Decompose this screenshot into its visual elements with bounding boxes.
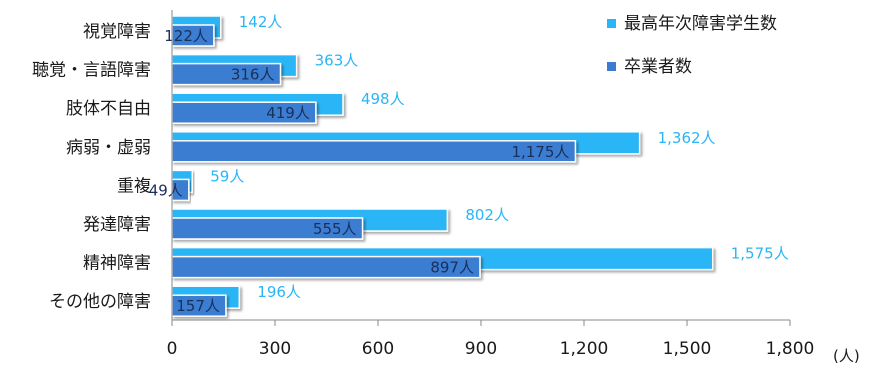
data-label-series2: 49人 <box>149 181 183 199</box>
legend-swatch-1 <box>607 19 616 28</box>
x-axis-unit: (人) <box>833 347 860 365</box>
legend-label-2: 卒業者数 <box>624 57 692 77</box>
category-label: 精神障害 <box>83 254 151 274</box>
data-label-series1: 1,362人 <box>658 129 716 147</box>
x-tick-label: 1,500 <box>663 339 712 359</box>
x-tick-label: 900 <box>465 339 497 359</box>
category-label: 視覚障害 <box>83 22 151 42</box>
data-label-series2: 122人 <box>164 27 208 45</box>
category-label: 発達障害 <box>83 215 151 235</box>
x-tick-label: 1,200 <box>560 339 609 359</box>
bars-group: 142人 122人 363人 316人 498人 419人 1,362人 1,175人 59人 4… <box>149 13 789 317</box>
x-tick-label: 1,800 <box>766 339 815 359</box>
legend-swatch-2 <box>607 62 616 71</box>
data-label-series2: 897人 <box>430 259 474 277</box>
x-tick-label: 0 <box>167 339 178 359</box>
data-label-series2: 555人 <box>313 220 357 238</box>
x-tick-label: 600 <box>362 339 394 359</box>
category-label: 聴覚・言語障害 <box>32 61 151 81</box>
data-label-series1: 196人 <box>257 283 301 301</box>
data-label-series1: 1,575人 <box>731 245 789 263</box>
data-label-series2: 316人 <box>231 66 275 84</box>
legend-label-1: 最高年次障害学生数 <box>624 14 777 34</box>
data-label-series1: 498人 <box>361 90 405 108</box>
data-label-series2: 1,175人 <box>511 143 569 161</box>
data-label-series2: 157人 <box>176 297 220 315</box>
category-label: 病弱・虚弱 <box>66 138 151 158</box>
data-label-series1: 363人 <box>315 52 359 70</box>
category-label: その他の障害 <box>49 292 151 312</box>
category-label: 重複 <box>117 176 151 196</box>
data-label-series1: 59人 <box>210 167 244 185</box>
data-label-series2: 419人 <box>266 104 310 122</box>
data-label-series1: 142人 <box>239 13 283 31</box>
category-label: 肢体不自由 <box>66 99 151 119</box>
x-tick-label: 300 <box>259 339 291 359</box>
data-label-series1: 802人 <box>465 206 509 224</box>
